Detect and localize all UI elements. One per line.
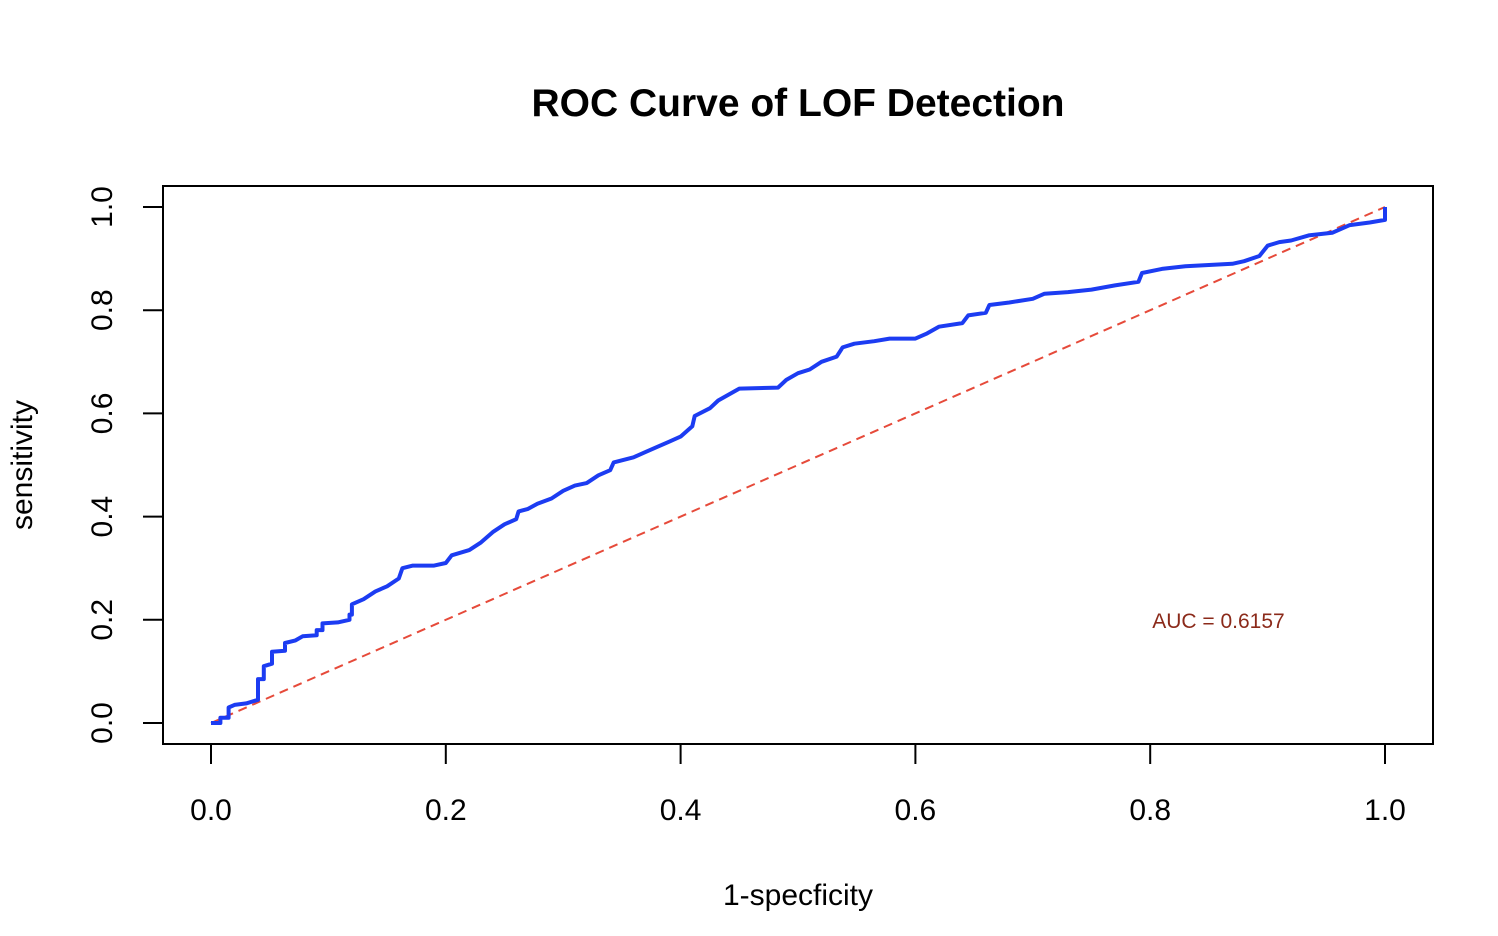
reference-diagonal-line — [210, 206, 1386, 724]
plot-area: 0.0 0.2 0.4 0.6 0.8 1.0 0.0 0.2 0.4 0.6 0.8 1.0 AUC … — [86, 185, 1434, 827]
y-tick-label: 0.2 — [86, 599, 119, 641]
x-tick-label: 0.2 — [425, 794, 467, 827]
y-tick-label: 1.0 — [86, 186, 119, 228]
x-tick-label: 0.4 — [660, 794, 702, 827]
y-tick-label: 0.8 — [86, 289, 119, 331]
y-tick-label: 0.0 — [86, 702, 119, 744]
y-tick-label: 0.4 — [86, 496, 119, 538]
x-tick-label: 0.8 — [1129, 794, 1171, 827]
chart-title: ROC Curve of LOF Detection — [531, 82, 1064, 125]
x-tick-label: 0.6 — [895, 794, 937, 827]
y-tick-label: 0.6 — [86, 393, 119, 435]
roc-curve-line — [211, 207, 1387, 725]
x-tick-label: 1.0 — [1364, 794, 1406, 827]
x-axis-label: 1-specficity — [723, 879, 873, 912]
plot-frame — [162, 185, 1434, 745]
auc-annotation: AUC = 0.6157 — [1152, 610, 1285, 633]
y-axis-label: sensitivity — [6, 400, 39, 530]
x-tick-label: 0.0 — [190, 794, 232, 827]
